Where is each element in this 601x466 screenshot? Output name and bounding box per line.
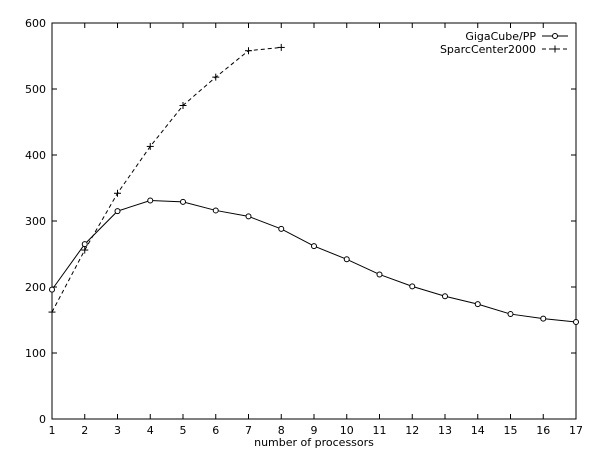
data-point-sparccenter2000 [277,43,285,51]
series-sparccenter2000 [48,43,285,316]
data-point-gigacube-pp [409,283,416,290]
series-line-sparccenter2000 [51,46,282,313]
data-point-gigacube-pp [180,198,186,205]
data-point-gigacube-pp [212,207,219,214]
x-tick-label: 10 [340,424,354,437]
data-point-gigacube-pp [49,286,55,293]
data-point-gigacube-pp [245,213,252,220]
legend-entry-sparccenter2000: SparcCenter2000 [440,43,568,56]
x-tick-label: 16 [536,424,550,437]
y-tick-label: 200 [25,281,46,294]
data-point-gigacube-pp [343,256,350,263]
data-point-gigacube-pp [442,293,448,300]
data-point-sparccenter2000 [81,246,89,254]
data-point-gigacube-pp [507,311,514,318]
y-tick-label: 600 [25,17,46,30]
series-layer [48,43,579,325]
data-point-sparccenter2000 [212,73,220,81]
x-tick-label: 11 [373,424,387,437]
x-tick-label: 3 [114,424,121,437]
data-point-gigacube-pp [147,197,154,204]
x-tick-label: 6 [212,424,219,437]
data-point-gigacube-pp [278,225,285,232]
x-tick-label: 7 [245,424,252,437]
data-point-gigacube-pp [573,318,579,325]
series-line-gigacube-pp [51,200,577,323]
x-tick-label: 8 [278,424,285,437]
legend-label: SparcCenter2000 [440,43,536,56]
data-point-gigacube-pp [311,243,317,250]
x-tick-label: 5 [180,424,187,437]
data-point-sparccenter2000 [179,102,187,109]
plot-frame [51,22,577,420]
x-tick-label: 15 [504,424,518,437]
data-point-sparccenter2000 [48,308,56,316]
x-tick-label: 12 [405,424,419,437]
x-tick-label: 4 [147,424,154,437]
x-tick-label: 14 [471,424,485,437]
data-point-gigacube-pp [540,315,547,322]
y-tick-label: 500 [25,83,46,96]
legend-label: GigaCube/PP [465,30,536,43]
data-point-sparccenter2000 [114,189,121,197]
legend-entry-gigacube-pp: GigaCube/PP [465,30,568,43]
x-tick-label: 13 [438,424,452,437]
axis-ticks [51,22,577,420]
legend-marker [551,45,559,53]
y-tick-label: 100 [25,347,46,360]
data-point-gigacube-pp [474,301,481,308]
x-tick-label: 9 [311,424,318,437]
data-point-gigacube-pp [114,208,121,215]
axis-tick-labels: 1 2 3 4 5 6 7 8 9 10 11 12 13 14 15 16 17010020030040050… [25,17,583,437]
x-tick-label: 1 [49,424,56,437]
y-tick-label: 0 [39,413,46,426]
y-tick-label: 300 [25,215,46,228]
series-gigacube-pp [49,197,579,325]
data-point-gigacube-pp [81,241,88,248]
data-point-sparccenter2000 [146,142,154,150]
x-tick-label: 17 [569,424,583,437]
data-point-sparccenter2000 [245,47,252,55]
data-point-gigacube-pp [376,271,383,278]
legend-marker [552,33,558,39]
y-tick-label: 400 [25,149,46,162]
x-axis-title: number of processors [254,436,374,449]
x-tick-label: 2 [81,424,88,437]
